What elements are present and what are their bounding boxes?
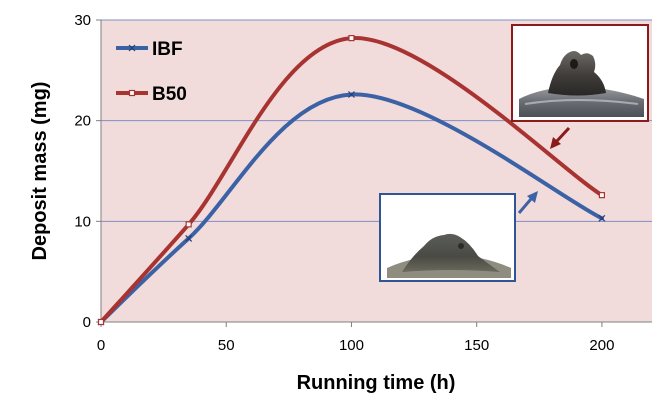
b50-photo-deposit (548, 51, 606, 96)
ibf-photo-deposit (402, 233, 500, 272)
legend-item-b50: B50 (116, 84, 187, 105)
legend: IBF B50 (116, 39, 187, 105)
point-ibf-3 (598, 214, 606, 222)
x-tick-label-0: 0 (97, 337, 105, 354)
x-tick-label-100: 100 (339, 337, 364, 354)
b50-photo-base (519, 86, 644, 117)
b50-deposit-photo (511, 24, 649, 122)
ibf-deposit-photo (379, 193, 516, 282)
series-line-b50 (99, 36, 604, 324)
y-tick-label-10: 10 (74, 213, 91, 230)
point-ibf-2 (348, 91, 355, 98)
y-tick-label-0: 0 (83, 314, 91, 331)
ibf-pointer-arrow (517, 191, 538, 214)
x-axis-title: Running time (h) (297, 372, 456, 394)
y-tick-label-30: 30 (74, 12, 91, 29)
ibf-photo-spot (458, 243, 464, 249)
point-b50-3 (598, 192, 606, 199)
x-tick-label-50: 50 (218, 337, 235, 354)
b50-photo-hole (570, 59, 578, 69)
point-ibf-1 (185, 235, 193, 242)
legend-label-ibf: IBF (152, 39, 183, 60)
legend-label-b50: B50 (152, 84, 187, 105)
b50-pointer-arrow (550, 126, 571, 149)
series-lines (99, 36, 604, 324)
y-tick-label-20: 20 (74, 113, 91, 130)
y-axis-title: Deposit mass (mg) (29, 82, 51, 261)
x-tick-label-200: 200 (589, 337, 614, 354)
point-b50-1 (185, 221, 192, 228)
b50-photo-highlight (524, 99, 639, 105)
x-tick-label-150: 150 (464, 337, 489, 354)
legend-item-ibf: IBF (116, 39, 183, 60)
point-b50-0 (97, 318, 105, 326)
series-markers (97, 35, 606, 326)
tick-labels: 0 10 20 30 0 50 100 150 200 (74, 12, 614, 354)
point-b50-2 (348, 35, 355, 42)
series-line-ibf (99, 92, 604, 324)
